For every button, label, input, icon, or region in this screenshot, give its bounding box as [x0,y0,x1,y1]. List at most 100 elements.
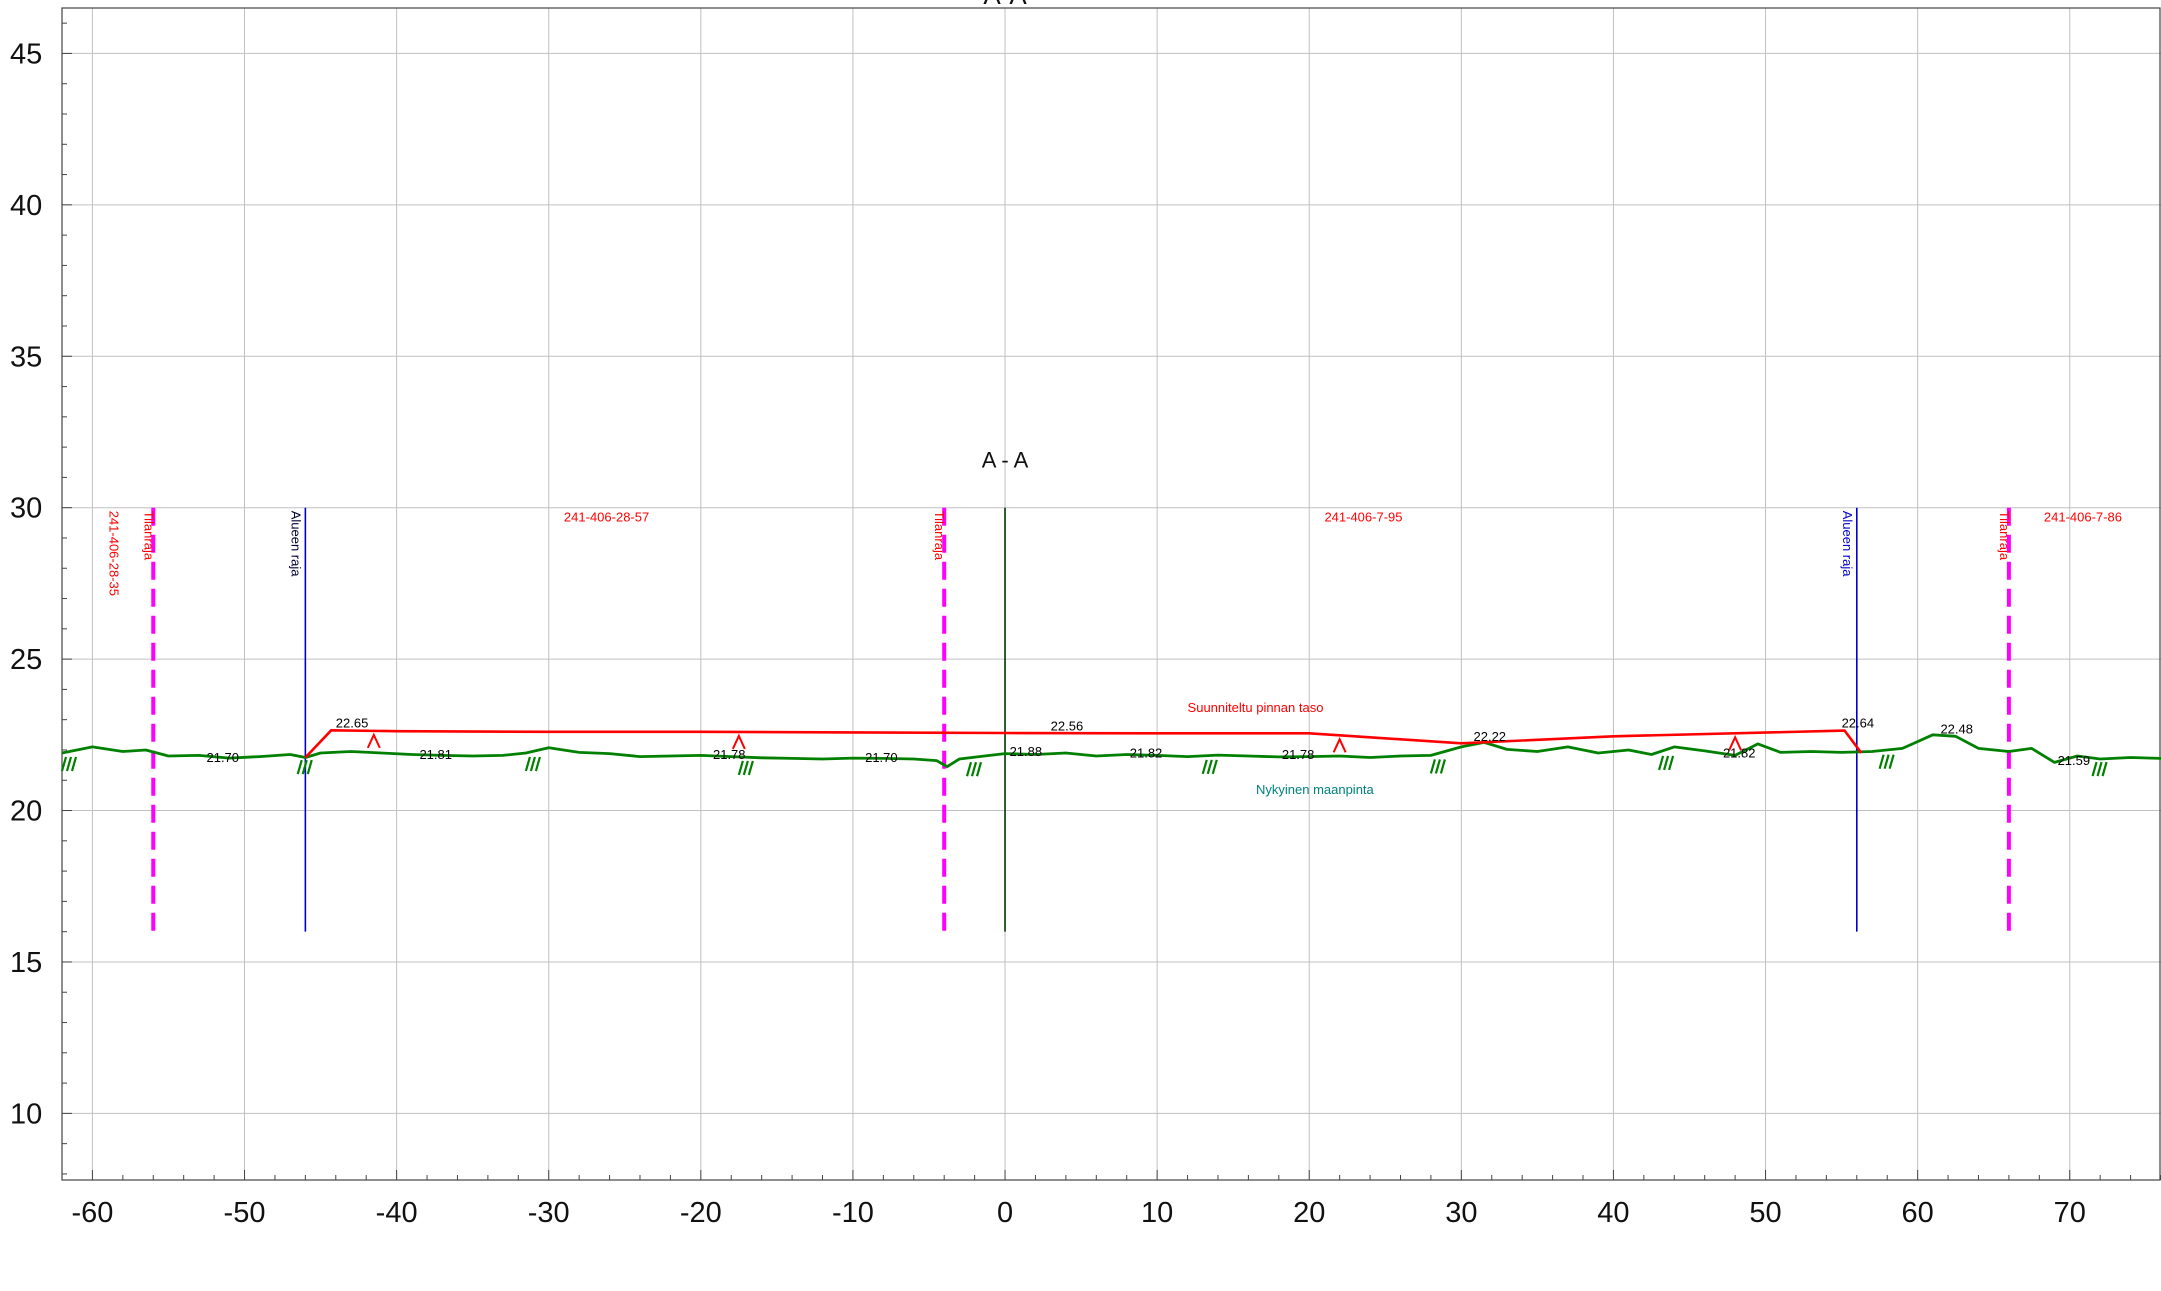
elevation-label: 22.64 [1842,715,1875,730]
hatch-stroke [1201,759,1208,775]
ground-hatch-mark [2091,761,2108,777]
x-tick-label: -10 [832,1197,874,1229]
design-surface-line [304,729,1863,759]
x-tick-label: 0 [997,1197,1013,1229]
x-tick-label: 50 [1749,1197,1781,1229]
plot-frame [61,7,2161,1181]
hatch-stroke [306,759,313,775]
slope-marker [1332,736,1347,753]
ground-hatch-mark [965,761,983,777]
slope-marker [731,733,746,750]
symbol-marks [60,732,2108,777]
property-boundary-label: Tilanraja [932,511,947,561]
y-tick-label: 45 [10,38,42,70]
hatch-stroke [970,761,978,777]
hatch-stroke [70,756,78,772]
series-label: Suunniteltu pinnan taso [1188,700,1324,715]
hatch-stroke [296,759,303,775]
ground-hatch-mark [1201,759,1218,775]
hatch-stroke [1888,754,1895,770]
x-tick-label: -20 [680,1197,722,1229]
area-boundary-label: Alueen raja [288,511,303,578]
x-tick-label: -30 [528,1197,570,1229]
elevation-label: 21.70 [206,750,239,765]
hatch-stroke [747,760,754,776]
area-boundary-label: Alueen raja [1840,511,1855,578]
ground-hatch-mark [1429,759,1446,774]
hatch-stroke [534,756,541,772]
x-tick-label: 30 [1445,1197,1477,1229]
parcel-label: 241-406-7-86 [2044,509,2122,524]
y-tick-label: 15 [10,947,42,979]
page-title: A-A [983,0,1027,10]
elevation-label: 22.22 [1474,729,1507,744]
ground-hatch-mark [60,756,78,772]
y-tick-label: 20 [10,796,42,828]
hatch-stroke [60,756,68,772]
hatch-stroke [1439,759,1446,774]
hatch-stroke [1883,754,1890,770]
hatch-stroke [1211,759,1218,775]
grid [62,8,2161,1180]
x-tick-label: 40 [1597,1197,1629,1229]
ground-hatch-mark [524,756,541,772]
property-boundary-label: Tilanraja [141,511,156,561]
elevation-label: 21.88 [1010,744,1043,759]
axes: -60 -50 -40 -30 -20 -10 0 10 20 30 40 50 60 70 10 15 20 2… [10,7,2161,1229]
ground-hatch-mark [1878,754,1895,770]
elevation-label: 21.59 [2058,753,2091,768]
section-label: A - A [982,448,1029,473]
elevation-label: 21.70 [865,750,898,765]
y-tick-label: 10 [10,1098,42,1130]
y-tick-label: 35 [10,341,42,373]
slope-marker [366,732,381,749]
elevation-label: 21.78 [713,747,746,762]
parcel-label: 241-406-28-57 [564,509,649,524]
x-tick-label: 70 [2054,1197,2086,1229]
parcel-label: 241-406-28-35 [106,511,121,596]
elevation-label: 21.82 [1130,746,1163,761]
elevation-label: 22.48 [1940,721,1973,736]
hatch-stroke [1429,759,1436,774]
x-tick-label: 20 [1293,1197,1325,1229]
hatch-stroke [524,756,531,772]
ground-hatch-mark [296,759,313,775]
ground-hatch-mark [1658,755,1675,771]
elevation-label: 22.56 [1051,718,1084,733]
hatch-stroke [1878,754,1885,770]
parcel-label: 241-406-7-95 [1324,509,1402,524]
y-tick-label: 30 [10,493,42,525]
elevation-label: 21.81 [419,747,452,762]
x-tick-label: -60 [71,1197,113,1229]
hatch-stroke [975,761,983,777]
hatch-stroke [1658,755,1665,771]
x-tick-label: -40 [376,1197,418,1229]
hatch-stroke [529,756,536,772]
elevation-label: 21.82 [1723,746,1756,761]
slope-marker [1728,734,1743,751]
hatch-stroke [301,759,308,775]
y-tick-label: 25 [10,644,42,676]
hatch-stroke [1434,759,1441,774]
elevation-label: 21.78 [1282,747,1315,762]
hatch-stroke [1206,759,1213,775]
profile-series [61,729,2161,768]
property-boundary-label: Tilanraja [1997,511,2012,561]
hatch-stroke [965,761,973,777]
annotations: A - A 22.65 21.70 21.81 21.78 21.70 21.88 22.56… [206,448,2121,797]
series-label: Nykyinen maanpinta [1256,782,1375,797]
ground-profile-line [61,733,2161,768]
hatch-stroke [1668,755,1675,771]
y-tick-label: 40 [10,190,42,222]
hatch-stroke [2101,761,2108,777]
hatch-stroke [2091,761,2098,777]
x-tick-label: 60 [1902,1197,1934,1229]
hatch-stroke [65,756,73,772]
hatch-stroke [1663,755,1670,771]
x-tick-label: -50 [224,1197,266,1229]
ground-hatch-mark [737,760,754,776]
x-tick-label: 10 [1141,1197,1173,1229]
